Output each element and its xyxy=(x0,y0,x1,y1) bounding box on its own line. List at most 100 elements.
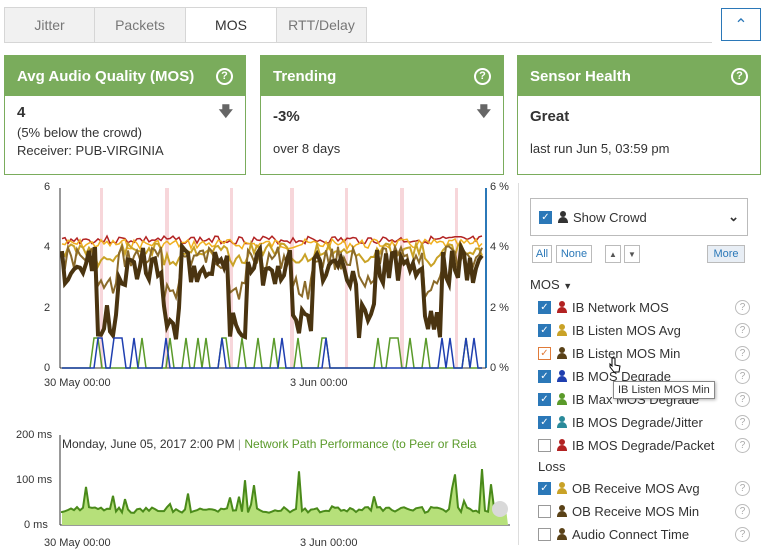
tab-mos[interactable]: MOS xyxy=(185,7,277,43)
y-tick: 0 xyxy=(44,362,51,374)
x-tick: 30 May 00:00 xyxy=(44,377,111,389)
series-line xyxy=(61,239,483,270)
select-none-button[interactable]: None xyxy=(556,245,592,263)
move-up-button[interactable]: ▲ xyxy=(605,245,621,263)
series-item[interactable]: ✓ IB MOS Degrade? xyxy=(538,366,750,386)
series-label: IB Listen MOS Avg xyxy=(572,322,681,338)
mos-receiver: Receiver: PUB-VIRGINIA xyxy=(17,143,164,158)
series-checkbox[interactable] xyxy=(538,438,551,452)
y-tick: 0 ms xyxy=(24,519,48,531)
series-checkbox[interactable]: ✓ xyxy=(538,323,551,337)
help-icon[interactable]: ? xyxy=(216,67,233,85)
help-icon[interactable]: ? xyxy=(474,67,491,85)
series-item[interactable]: ✓ IB Listen MOS Min? xyxy=(538,343,750,363)
sensor-health-card: Sensor Health? Great last run Jun 5, 03:… xyxy=(517,55,761,175)
help-icon[interactable]: ? xyxy=(735,526,750,542)
help-icon[interactable]: ? xyxy=(735,368,750,384)
series-item: Loss xyxy=(538,456,750,476)
series-label: IB Listen MOS Min xyxy=(572,345,681,361)
hand-cursor-icon xyxy=(609,357,621,373)
person-icon xyxy=(557,370,567,382)
hover-separator: | xyxy=(237,437,242,451)
section-header-mos[interactable]: MOS ▼ xyxy=(530,277,572,292)
more-button[interactable]: More xyxy=(707,245,745,263)
help-icon[interactable]: ? xyxy=(735,503,750,519)
select-all-button[interactable]: All xyxy=(532,245,552,263)
help-icon[interactable]: ? xyxy=(731,67,748,85)
y-tick: 100 ms xyxy=(16,474,53,486)
hover-series: Network Path Performance (to Peer or Rel… xyxy=(244,437,477,451)
series-label: IB MOS Degrade/Packet xyxy=(572,437,715,453)
spike-series-line xyxy=(62,337,482,369)
trending-value: -3% xyxy=(273,108,300,125)
network-line xyxy=(61,469,507,515)
series-item-label-continuation: Loss xyxy=(538,458,566,474)
help-icon[interactable]: ? xyxy=(735,391,750,407)
show-crowd-checkbox[interactable]: ✓ xyxy=(539,210,552,224)
chevron-down-icon: ⌄ xyxy=(728,209,739,224)
x-tick: 3 Jun 00:00 xyxy=(290,377,348,389)
person-icon xyxy=(557,324,567,336)
sensor-health-title: Sensor Health xyxy=(530,67,631,85)
y-tick: 2 xyxy=(44,302,51,314)
tab-jitter[interactable]: Jitter xyxy=(4,7,95,43)
series-label: Audio Connect Time xyxy=(572,526,690,542)
y-tick: 200 ms xyxy=(16,429,53,441)
y2-tick: 4 % xyxy=(490,241,509,253)
series-label: IB Network MOS xyxy=(572,299,669,315)
section-label: MOS xyxy=(530,277,560,292)
help-icon[interactable]: ? xyxy=(735,345,750,361)
degrade-band xyxy=(100,188,103,368)
network-path-chart xyxy=(59,435,510,526)
series-checkbox[interactable] xyxy=(538,504,551,518)
network-area xyxy=(62,469,508,525)
help-icon[interactable]: ? xyxy=(735,299,750,315)
series-checkbox[interactable]: ✓ xyxy=(538,346,551,360)
series-checkbox[interactable] xyxy=(538,527,551,541)
show-crowd-label: Show Crowd xyxy=(573,209,647,225)
person-icon xyxy=(557,301,567,313)
person-icon xyxy=(557,416,567,428)
series-checkbox[interactable]: ✓ xyxy=(538,369,551,383)
mos-card-title: Avg Audio Quality (MOS) xyxy=(17,67,195,85)
series-tooltip: IB Listen MOS Min xyxy=(613,381,715,399)
series-item[interactable]: OB Receive MOS Min? xyxy=(538,501,750,521)
series-label: OB Receive MOS Min xyxy=(572,503,700,519)
series-label: IB MOS Degrade xyxy=(572,368,671,384)
trending-card: Trending? -3% over 8 days 🡇 xyxy=(260,55,504,175)
sensor-health-value: Great xyxy=(530,108,570,125)
help-icon[interactable]: ? xyxy=(735,480,750,496)
person-icon xyxy=(557,393,567,405)
x-tick: 30 May 00:00 xyxy=(44,537,111,549)
person-icon xyxy=(557,505,567,517)
help-icon[interactable]: ? xyxy=(735,322,750,338)
series-item[interactable]: IB MOS Degrade/Packet? xyxy=(538,435,750,455)
help-icon[interactable]: ? xyxy=(735,414,750,430)
help-icon[interactable]: ? xyxy=(735,437,750,453)
person-icon xyxy=(557,439,567,451)
tab-rtt-delay[interactable]: RTT/Delay xyxy=(276,7,367,43)
show-crowd-dropdown[interactable]: ✓ Show Crowd ⌄ xyxy=(530,198,748,236)
series-item[interactable]: ✓ IB Network MOS? xyxy=(538,297,750,317)
series-item[interactable]: ✓ IB MOS Degrade/Jitter? xyxy=(538,412,750,432)
series-item[interactable]: ✓ OB Receive MOS Avg? xyxy=(538,478,750,498)
tab-packets[interactable]: Packets xyxy=(94,7,186,43)
series-line xyxy=(61,237,483,251)
hover-date: Monday, June 05, 2017 2:00 PM xyxy=(62,437,235,451)
arrow-down-icon: 🡇 xyxy=(476,103,491,119)
series-checkbox[interactable]: ✓ xyxy=(538,415,551,429)
series-checkbox[interactable]: ✓ xyxy=(538,300,551,314)
series-item[interactable]: ✓ IB Listen MOS Avg? xyxy=(538,320,750,340)
triangle-down-icon: ▼ xyxy=(628,249,636,259)
mos-value: 4 xyxy=(17,104,26,121)
move-down-button[interactable]: ▼ xyxy=(624,245,640,263)
series-label: OB Receive MOS Avg xyxy=(572,480,700,496)
y-tick: 4 xyxy=(44,241,51,253)
series-checkbox[interactable]: ✓ xyxy=(538,481,551,495)
series-checkbox[interactable]: ✓ xyxy=(538,392,551,406)
arrow-down-icon: 🡇 xyxy=(218,103,233,119)
collapse-button[interactable]: ⌃ xyxy=(721,8,761,41)
y2-tick: 2 % xyxy=(490,302,509,314)
y-tick: 6 xyxy=(44,181,51,193)
series-item[interactable]: Audio Connect Time? xyxy=(538,524,750,544)
